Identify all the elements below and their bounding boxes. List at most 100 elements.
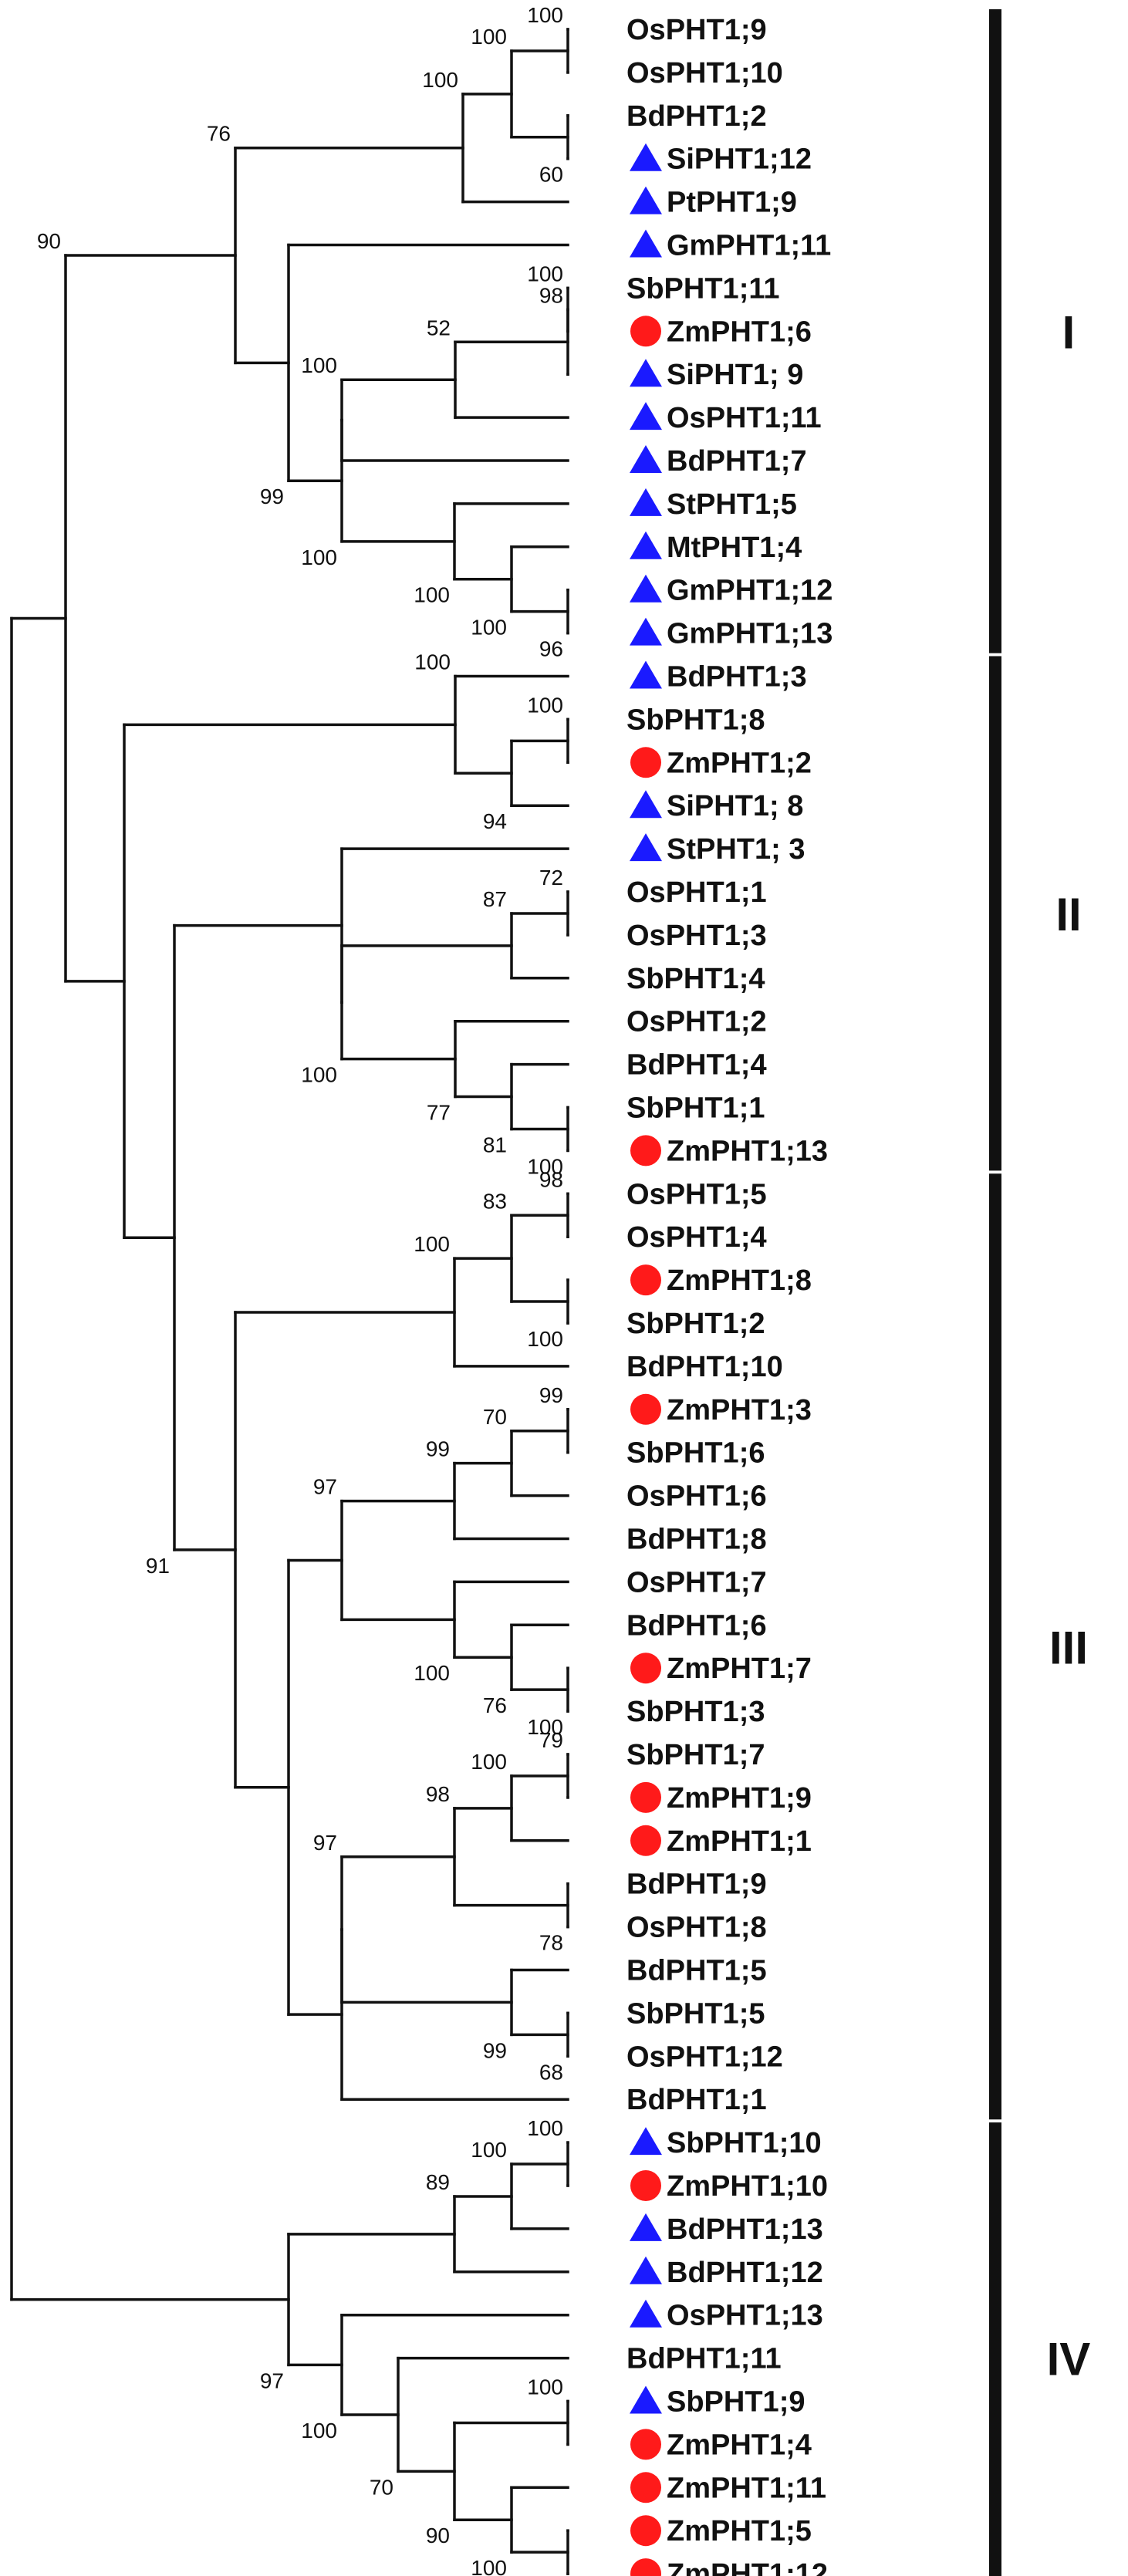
bootstrap-value: 78 <box>539 1931 563 1955</box>
leaf-label: PtPHT1;9 <box>667 187 797 219</box>
triangle-marker-icon <box>630 2385 662 2414</box>
bootstrap-value: 100 <box>301 2419 337 2443</box>
triangle-marker-icon <box>630 2127 662 2156</box>
leaf-label: SbPHT1;6 <box>626 1437 765 1470</box>
triangle-marker-icon <box>630 790 662 819</box>
bootstrap-value: 99 <box>426 1437 450 1461</box>
circle-marker-icon <box>630 1825 661 1856</box>
bootstrap-value: 97 <box>260 2368 284 2392</box>
bootstrap-value: 100 <box>471 2138 507 2162</box>
leaf-label: OsPHT1;3 <box>626 920 767 952</box>
bootstrap-value: 100 <box>527 3 563 27</box>
bootstrap-value: 52 <box>427 316 451 339</box>
leaf-label: OsPHT1;11 <box>667 402 822 434</box>
bootstrap-value: 100 <box>527 2116 563 2140</box>
circle-marker-icon <box>630 2515 661 2547</box>
leaf-label: SbPHT1;2 <box>626 1308 765 1340</box>
bootstrap-value: 100 <box>471 1750 507 1774</box>
leaf-label: StPHT1; 3 <box>667 833 805 866</box>
bootstrap-value: 90 <box>37 229 61 253</box>
bootstrap-value: 100 <box>527 1715 563 1739</box>
triangle-marker-icon <box>630 229 662 258</box>
leaf-label: ZmPHT1;6 <box>667 316 812 348</box>
triangle-marker-icon <box>630 359 662 387</box>
leaf-label: OsPHT1;1 <box>626 876 767 909</box>
leaf-label: SbPHT1;11 <box>626 272 780 305</box>
leaf-labels: OsPHT1;9 OsPHT1;10 BdPHT1;2 SiPHT1;12 PtPHT1… <box>626 14 832 2576</box>
leaf-label: SbPHT1;10 <box>667 2127 822 2159</box>
bootstrap-value: 99 <box>539 1383 563 1407</box>
bootstrap-value: 100 <box>414 583 450 607</box>
triangle-marker-icon <box>630 833 662 862</box>
bootstrap-value: 100 <box>414 650 451 674</box>
leaf-label: SbPHT1;1 <box>626 1092 765 1125</box>
triangle-marker-icon <box>630 402 662 430</box>
bootstrap-value: 96 <box>539 637 563 661</box>
triangle-marker-icon <box>630 617 662 646</box>
circle-marker-icon <box>630 2558 661 2576</box>
leaf-label: BdPHT1;3 <box>667 661 807 694</box>
leaf-label: ZmPHT1;8 <box>667 1264 812 1297</box>
bootstrap-value: 99 <box>483 2038 507 2062</box>
triangle-marker-icon <box>630 574 662 603</box>
circle-marker-icon <box>630 2472 661 2503</box>
leaf-label: ZmPHT1;12 <box>667 2558 828 2576</box>
leaf-label: MtPHT1;4 <box>667 532 802 564</box>
clade-label: II <box>1055 889 1081 940</box>
leaf-label: SbPHT1;8 <box>626 704 765 736</box>
bootstrap-value: 97 <box>313 1831 337 1855</box>
clade-label: III <box>1049 1622 1088 1673</box>
bootstrap-value: 72 <box>539 866 563 890</box>
leaf-label: BdPHT1;12 <box>667 2257 823 2289</box>
bootstrap-value: 89 <box>426 2170 450 2194</box>
bootstrap-value: 97 <box>313 1475 337 1499</box>
bootstrap-value: 100 <box>301 545 337 569</box>
circle-marker-icon <box>630 1653 661 1684</box>
tree-branches <box>10 28 569 2575</box>
leaf-label: ZmPHT1;3 <box>667 1394 812 1426</box>
leaf-label: BdPHT1;6 <box>626 1609 767 1642</box>
leaf-label: OsPHT1;10 <box>626 57 783 89</box>
bootstrap-value: 99 <box>260 484 284 508</box>
bootstrap-value: 70 <box>370 2475 393 2499</box>
leaf-label: ZmPHT1;9 <box>667 1782 812 1815</box>
leaf-label: BdPHT1;10 <box>626 1351 783 1383</box>
leaf-label: SiPHT1; 8 <box>667 790 803 822</box>
triangle-marker-icon <box>630 2299 662 2328</box>
bootstrap-value: 79 <box>539 1728 563 1752</box>
triangle-marker-icon <box>630 531 662 559</box>
bootstrap-value: 100 <box>527 262 563 285</box>
bootstrap-value: 98 <box>539 283 563 307</box>
clade-label: IV <box>1047 2334 1091 2385</box>
circle-marker-icon <box>630 1135 661 1166</box>
leaf-label: ZmPHT1;1 <box>667 1825 812 1858</box>
leaf-label: ZmPHT1;4 <box>667 2429 812 2461</box>
bootstrap-value: 98 <box>539 1167 563 1191</box>
bootstrap-value: 100 <box>414 1232 450 1256</box>
leaf-label: ZmPHT1;13 <box>667 1135 828 1167</box>
triangle-marker-icon <box>630 445 662 473</box>
circle-marker-icon <box>630 1264 661 1296</box>
leaf-label: BdPHT1;9 <box>626 1869 767 1901</box>
leaf-label: BdPHT1;2 <box>626 100 767 133</box>
leaf-label: SbPHT1;3 <box>626 1696 765 1728</box>
triangle-marker-icon <box>630 186 662 214</box>
triangle-marker-icon <box>630 660 662 689</box>
leaf-label: OsPHT1;13 <box>667 2300 823 2332</box>
leaf-label: StPHT1;5 <box>667 488 797 521</box>
bootstrap-value: 81 <box>483 1133 507 1156</box>
leaf-label: OsPHT1;7 <box>626 1566 767 1599</box>
bootstrap-value: 68 <box>539 2060 563 2084</box>
leaf-markers <box>630 143 662 2576</box>
leaf-label: OsPHT1;6 <box>626 1480 767 1513</box>
leaf-label: SiPHT1;12 <box>667 143 812 176</box>
leaf-label: GmPHT1;11 <box>667 230 831 262</box>
triangle-marker-icon <box>630 2256 662 2284</box>
circle-marker-icon <box>630 2429 661 2460</box>
triangle-marker-icon <box>630 143 662 171</box>
circle-marker-icon <box>630 747 661 778</box>
bootstrap-value: 100 <box>414 1661 450 1685</box>
bootstrap-values: 1006010010010098521009610010010099761009… <box>37 3 563 2576</box>
bootstrap-value: 77 <box>427 1101 451 1125</box>
